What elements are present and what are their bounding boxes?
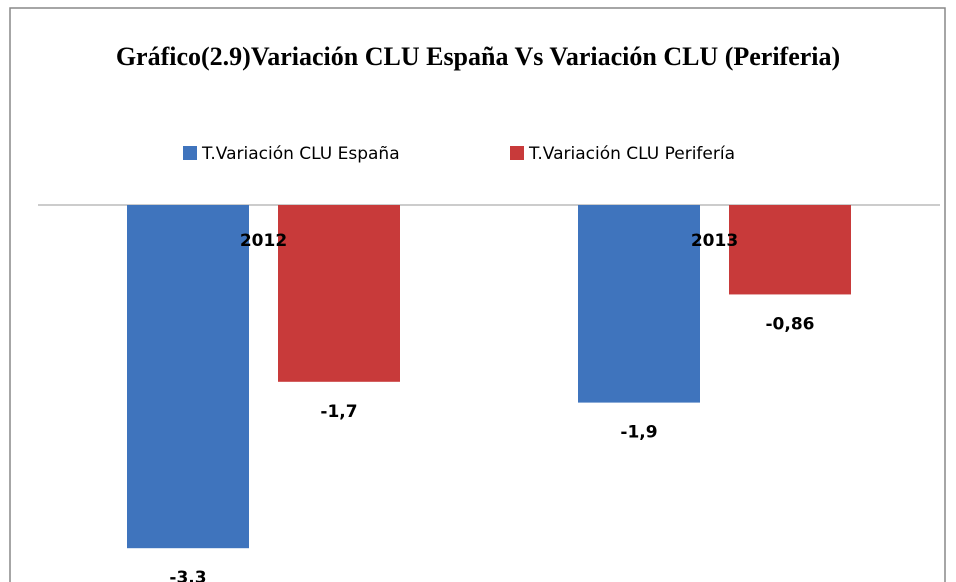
bar <box>578 205 700 403</box>
x-tick-label: 2013 <box>691 231 738 251</box>
bar <box>127 205 249 549</box>
legend-swatch <box>183 146 197 160</box>
data-label: -1,9 <box>620 423 657 443</box>
x-tick-label: 2012 <box>240 231 287 251</box>
legend-label: T.Variación CLU España <box>201 144 400 164</box>
legend-label: T.Variación CLU Perifería <box>528 144 735 164</box>
data-label: -3,3 <box>169 568 206 582</box>
chart-title: Gráfico(2.9)Variación CLU España Vs Vari… <box>115 42 841 71</box>
bar <box>729 205 851 295</box>
data-label: -1,7 <box>320 402 357 422</box>
data-label: -0,86 <box>766 314 815 334</box>
legend-swatch <box>510 146 524 160</box>
bar <box>278 205 400 382</box>
